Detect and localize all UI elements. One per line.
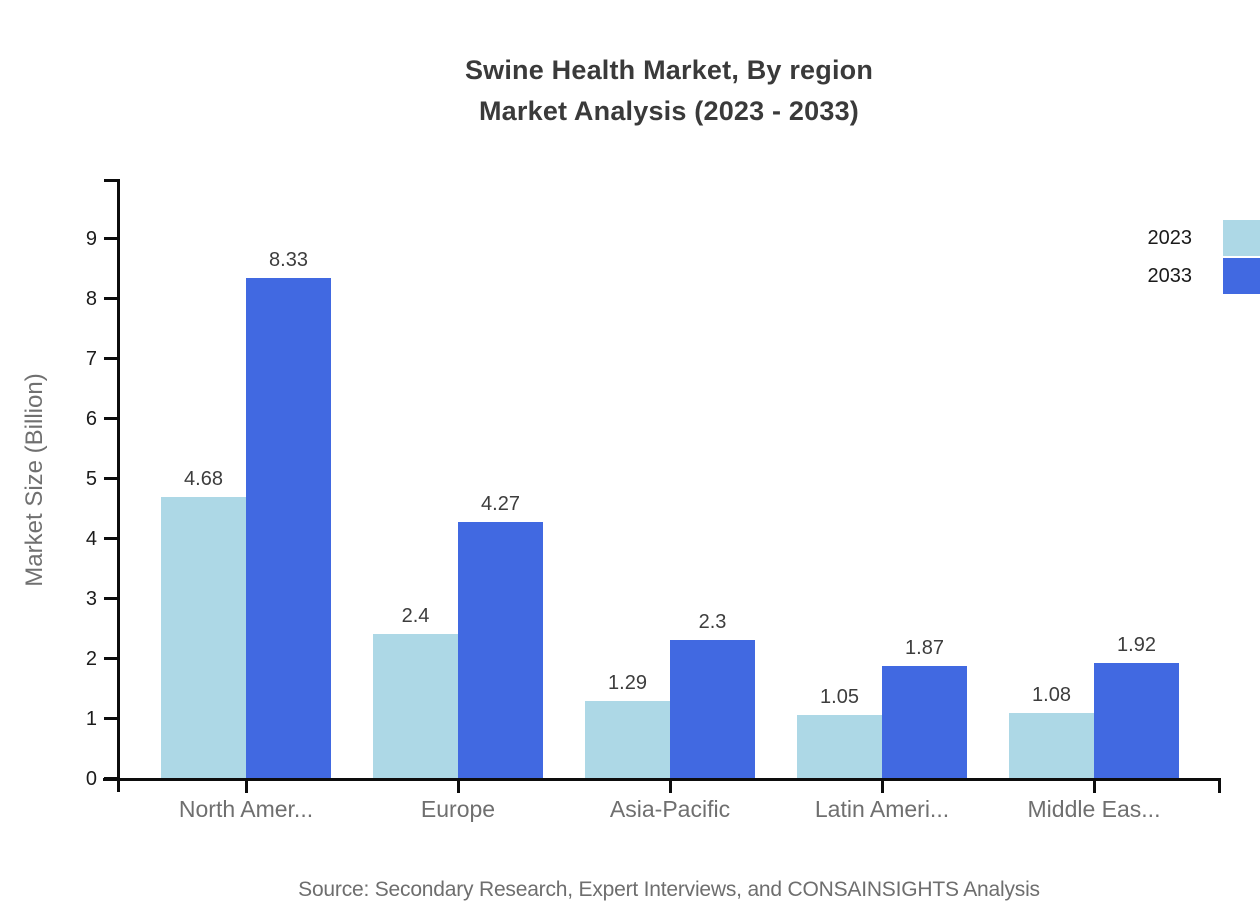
chart-bar-2033-1[interactable] bbox=[458, 522, 543, 778]
y-axis-end-tick bbox=[104, 179, 117, 182]
category-label: Latin Ameri... bbox=[814, 796, 950, 822]
legend-label: 2023 bbox=[1147, 227, 1193, 249]
y-tick bbox=[104, 477, 117, 480]
bar-value-label: 1.87 bbox=[905, 637, 944, 659]
category-label: Asia-Pacific bbox=[609, 796, 731, 822]
y-tick bbox=[104, 237, 117, 240]
legend-item-2023[interactable]: 2023 bbox=[1148, 220, 1260, 256]
chart-bar-2033-2[interactable] bbox=[670, 640, 755, 778]
x-tick bbox=[457, 778, 460, 793]
legend: 2023 2033 bbox=[1148, 220, 1260, 296]
category-label: North Amer... bbox=[178, 796, 314, 822]
y-tick-label: 4 bbox=[85, 528, 97, 550]
bar-value-label: 1.92 bbox=[1117, 634, 1156, 656]
bar-value-label: 8.33 bbox=[269, 249, 308, 271]
y-tick-label: 2 bbox=[85, 648, 97, 670]
y-tick-label: 0 bbox=[85, 768, 97, 790]
bar-value-label: 4.27 bbox=[481, 493, 520, 515]
bar-value-label: 2.4 bbox=[401, 605, 430, 627]
y-tick bbox=[104, 417, 117, 420]
chart-title-line2: Market Analysis (2023 - 2033) bbox=[478, 96, 859, 126]
x-tick bbox=[1093, 778, 1096, 793]
y-tick-label: 6 bbox=[85, 408, 97, 430]
y-tick-label: 5 bbox=[85, 468, 97, 490]
legend-item-2033[interactable]: 2033 bbox=[1148, 258, 1260, 294]
chart-bar-2033-3[interactable] bbox=[882, 666, 967, 778]
chart-title-line1: Swine Health Market, By region bbox=[464, 55, 874, 85]
chart-bar-2023-3[interactable] bbox=[797, 715, 882, 778]
chart-bar-2023-2[interactable] bbox=[585, 701, 670, 778]
y-tick-label: 3 bbox=[85, 588, 97, 610]
category-label: Middle Eas... bbox=[1027, 796, 1161, 822]
legend-label: 2033 bbox=[1147, 265, 1193, 287]
chart-bar-2023-4[interactable] bbox=[1009, 713, 1094, 778]
legend-swatch-2033 bbox=[1223, 258, 1260, 294]
bar-value-label: 1.08 bbox=[1032, 684, 1071, 706]
y-axis-line bbox=[117, 179, 120, 792]
chart-bar-2023-1[interactable] bbox=[373, 634, 458, 778]
y-tick-label: 8 bbox=[85, 288, 97, 310]
plot-area: 0 1 2 3 4 5 6 7 8 9 North Amer... 4.68 8.33 Europe 2.4… bbox=[86, 179, 1221, 822]
chart-title: Swine Health Market, By region Market An… bbox=[117, 50, 1221, 132]
y-tick bbox=[104, 597, 117, 600]
chart-bar-2033-4[interactable] bbox=[1094, 663, 1179, 778]
y-tick bbox=[104, 537, 117, 540]
source-note: Source: Secondary Research, Expert Inter… bbox=[298, 878, 1040, 901]
y-axis-title: Market Size (Billion) bbox=[21, 373, 48, 587]
x-tick bbox=[245, 778, 248, 793]
category-label: Europe bbox=[420, 796, 496, 822]
chart-bar-2033-0[interactable] bbox=[246, 278, 331, 778]
y-tick bbox=[104, 357, 117, 360]
legend-swatch-2023 bbox=[1223, 220, 1260, 256]
x-axis-end-tick bbox=[1218, 778, 1221, 793]
y-tick-label: 7 bbox=[85, 348, 97, 370]
bar-value-label: 1.05 bbox=[820, 686, 859, 708]
y-tick bbox=[104, 297, 117, 300]
bar-value-label: 1.29 bbox=[608, 672, 647, 694]
bar-value-label: 4.68 bbox=[184, 468, 223, 490]
x-tick bbox=[669, 778, 672, 793]
x-tick bbox=[881, 778, 884, 793]
y-tick-label: 1 bbox=[85, 708, 97, 730]
x-axis-line bbox=[103, 778, 1221, 781]
chart-bar-2023-0[interactable] bbox=[161, 497, 246, 778]
y-tick-label: 9 bbox=[85, 228, 97, 250]
y-tick bbox=[104, 657, 117, 660]
bar-value-label: 2.3 bbox=[698, 611, 727, 633]
y-tick bbox=[104, 717, 117, 720]
